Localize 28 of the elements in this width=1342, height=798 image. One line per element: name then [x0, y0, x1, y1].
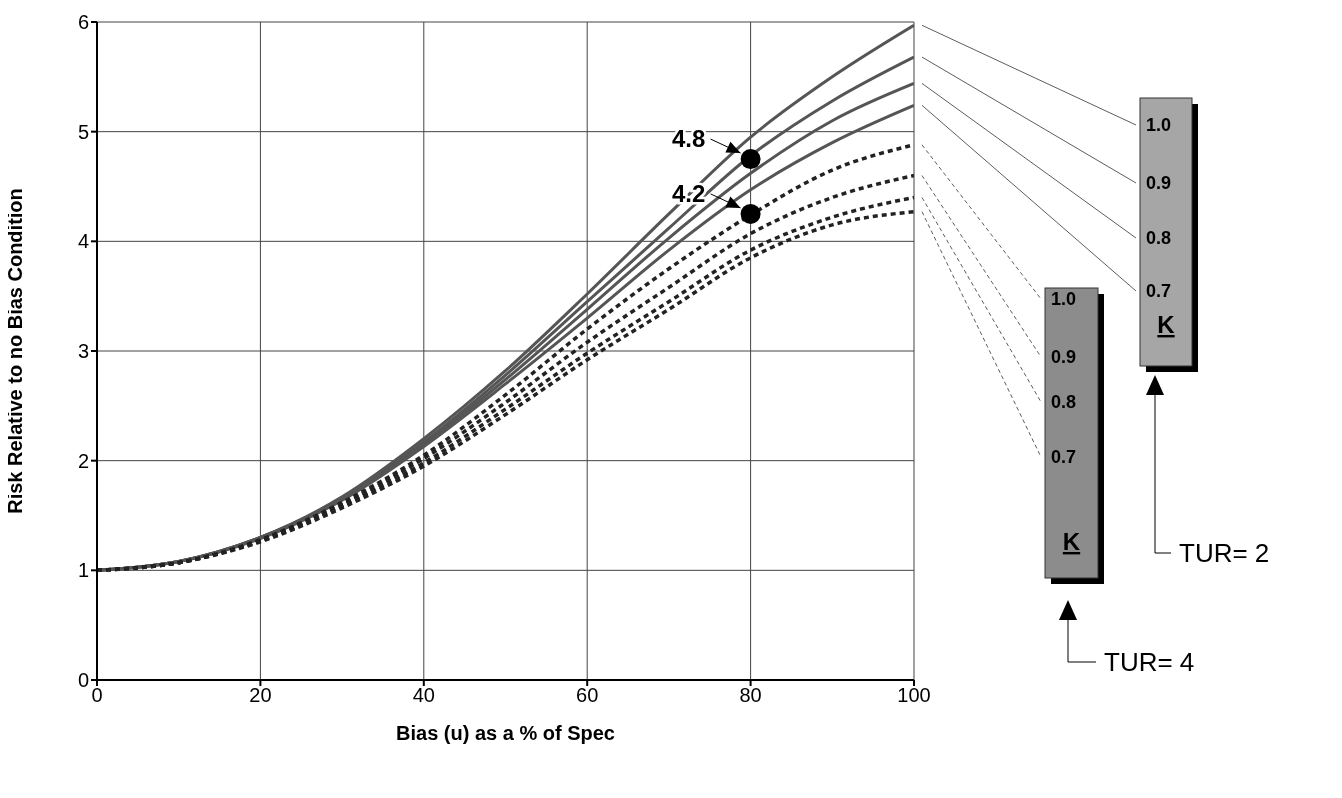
- text: 0.9: [1051, 347, 1077, 367]
- text: TUR= 2: [1179, 538, 1270, 568]
- text: K: [1157, 311, 1176, 338]
- data-label: 4.8: [671, 125, 706, 153]
- text: 0.7: [1051, 447, 1077, 467]
- x-tick-label: 20: [249, 684, 272, 707]
- y-tick-label: 1: [77, 559, 89, 582]
- y-tick-label: 4: [77, 230, 89, 253]
- y-tick-label: 0: [77, 669, 89, 692]
- text: TUR= 4: [1104, 647, 1195, 677]
- y-tick-label: 3: [77, 340, 89, 363]
- x-axis-title: Bias (u) as a % of Spec: [396, 722, 615, 744]
- text: K: [1062, 528, 1081, 555]
- x-tick-label: 60: [576, 684, 599, 707]
- x-tick-label: 100: [897, 684, 931, 707]
- x-tick-label: 0: [91, 684, 103, 707]
- y-tick-label: 5: [77, 120, 89, 143]
- y-tick-label: 2: [77, 449, 89, 472]
- text: 0.8: [1146, 228, 1172, 248]
- text: 0.9: [1146, 173, 1172, 193]
- y-tick-label: 6: [77, 11, 89, 34]
- x-tick-label: 40: [412, 684, 435, 707]
- text: 1.0: [1051, 289, 1077, 309]
- x-tick-label: 80: [739, 684, 762, 707]
- text: 1.0: [1146, 115, 1172, 135]
- y-axis-title: Risk Relative to no Bias Condition: [4, 188, 27, 514]
- text: 0.8: [1051, 392, 1077, 412]
- text: 0.7: [1146, 281, 1172, 301]
